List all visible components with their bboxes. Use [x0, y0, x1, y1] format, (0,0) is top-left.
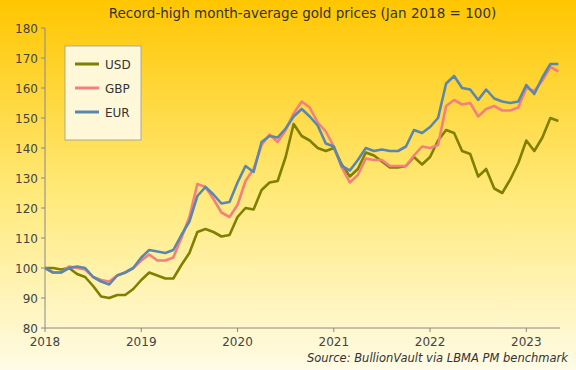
title: Record-high month-average gold prices (J… — [109, 5, 497, 21]
y-tick-label: 140 — [15, 142, 38, 156]
y-tick-label: 150 — [15, 112, 38, 126]
legend-box — [65, 46, 141, 140]
x-tick-label: 2018 — [30, 335, 61, 349]
y-tick — [41, 328, 45, 329]
x-tick-label: 2021 — [319, 335, 350, 349]
y-tick — [41, 118, 45, 119]
y-tick — [41, 178, 45, 179]
x-tick — [526, 328, 527, 332]
y-tick — [41, 58, 45, 59]
y-tick — [41, 88, 45, 89]
y-tick — [41, 298, 45, 299]
x-tick — [237, 328, 238, 332]
legend-label: USD — [105, 58, 131, 72]
x-tick-label: 2023 — [511, 335, 542, 349]
y-tick-label: 90 — [23, 292, 38, 306]
x-tick — [333, 328, 334, 332]
y-tick — [41, 238, 45, 239]
x-tick-label: 2022 — [415, 335, 446, 349]
legend-label: EUR — [105, 106, 130, 120]
y-tick-label: 130 — [15, 172, 38, 186]
y-tick — [41, 208, 45, 209]
chart: Record-high month-average gold prices (J… — [0, 0, 576, 370]
legend-label: GBP — [105, 82, 130, 96]
x-axis — [45, 328, 560, 329]
y-tick-label: 110 — [15, 232, 38, 246]
legend-swatch — [75, 63, 99, 66]
y-tick-label: 180 — [15, 22, 38, 36]
x-tick — [45, 328, 46, 332]
legend: USD GBP EUR — [65, 46, 141, 140]
y-tick-label: 80 — [23, 322, 38, 336]
y-tick-label: 160 — [15, 82, 38, 96]
y-tick — [41, 268, 45, 269]
legend-swatch — [75, 87, 99, 90]
y-tick — [41, 28, 45, 29]
y-tick — [41, 148, 45, 149]
series-line — [45, 118, 558, 298]
y-tick-label: 170 — [15, 52, 38, 66]
y-tick-label: 100 — [15, 262, 38, 276]
x-tick-label: 2019 — [126, 335, 157, 349]
legend-swatch — [75, 111, 99, 114]
x-tick-label: 2020 — [222, 335, 253, 349]
source: Source: BullionVault via LBMA PM benchma… — [307, 351, 569, 365]
x-tick — [430, 328, 431, 332]
x-tick — [141, 328, 142, 332]
background — [0, 0, 576, 370]
y-tick-label: 120 — [15, 202, 38, 216]
